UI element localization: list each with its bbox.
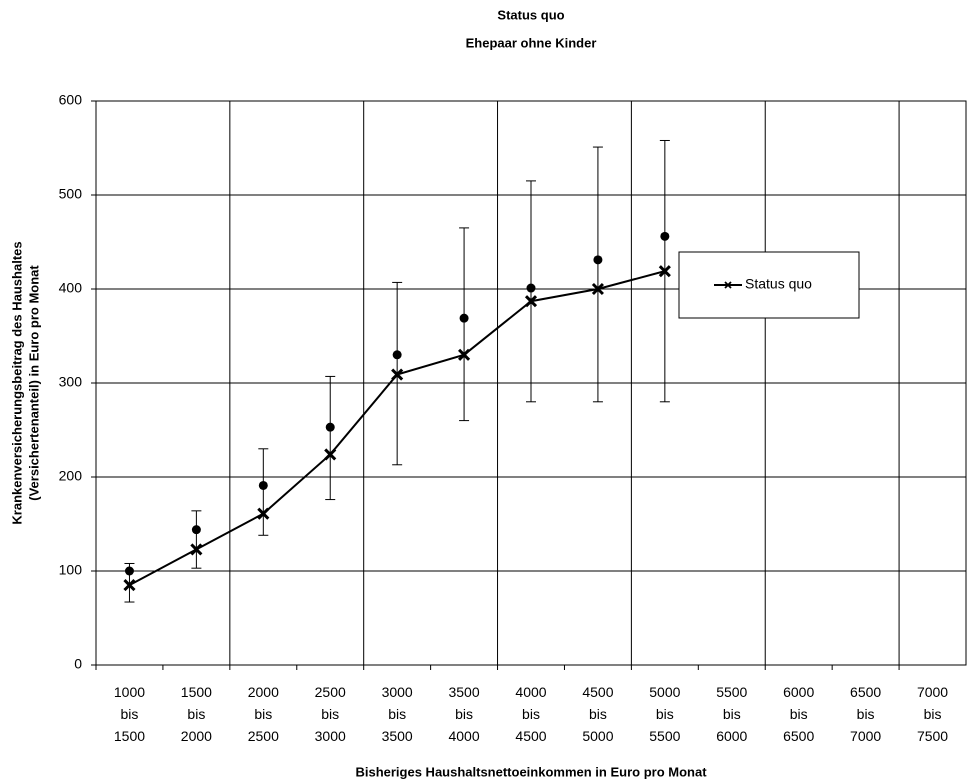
marker-stroke	[190, 543, 203, 556]
x-tick-label: 3500 bis 4000	[448, 684, 480, 744]
x-tick-label: 4500 bis 5000	[582, 684, 614, 744]
marker	[190, 543, 203, 556]
marker-stroke	[324, 448, 337, 461]
point	[593, 255, 603, 265]
error-bar	[325, 375, 336, 501]
marker-stroke	[257, 507, 270, 520]
y-tick-label: 200	[59, 468, 83, 484]
x-tick-label: 7000 bis 7500	[916, 684, 949, 744]
y-axis-label: Krankenversicherungsbeitrag des Haushalt…	[9, 241, 24, 524]
point	[325, 422, 335, 432]
x-tick-label: 4000 bis 4500	[515, 684, 547, 744]
marker-stroke	[591, 282, 604, 296]
marker-stroke	[123, 579, 136, 592]
error-bar	[592, 146, 603, 403]
marker-stroke	[391, 368, 404, 381]
marker	[458, 348, 471, 361]
error-bar	[191, 510, 202, 569]
y-axis-label: (Versichertenanteil) in Euro pro Monat	[26, 265, 41, 501]
x-tick-label: 1500 bis 2000	[180, 684, 212, 744]
y-tick-label: 100	[59, 562, 83, 578]
x-axis-label: Bisheriges Haushaltsnettoeinkommen in Eu…	[355, 764, 707, 779]
marker	[658, 265, 671, 278]
marker-stroke	[524, 295, 538, 308]
x-tick-label: 2000 bis 2500	[247, 684, 279, 744]
marker	[724, 281, 732, 289]
x-tick-label: 5000 bis 5500	[649, 684, 681, 744]
point	[124, 566, 134, 576]
y-tick-label: 300	[59, 374, 83, 390]
legend: Status quo	[678, 251, 860, 319]
marker	[324, 448, 337, 461]
x-tick-label: 6500 bis 7000	[850, 684, 882, 744]
marker-stroke	[724, 281, 732, 289]
marker	[591, 282, 604, 296]
marker	[391, 368, 404, 381]
x-tick-label: 5500 bis 6000	[716, 684, 748, 744]
point	[191, 525, 201, 535]
marker	[524, 295, 538, 308]
point	[392, 350, 402, 360]
y-tick-label: 600	[59, 92, 83, 108]
point	[258, 480, 268, 490]
x-tick-label: 2500 bis 3000	[314, 684, 346, 744]
chart-title: Status quo	[497, 7, 564, 22]
point	[526, 283, 536, 293]
x-tick-label: 3000 bis 3500	[381, 684, 413, 744]
x-tick-label: 1000 bis 1500	[113, 684, 146, 744]
marker-stroke	[658, 265, 671, 278]
y-tick-label: 400	[59, 280, 83, 296]
plot-frame	[95, 100, 967, 666]
marker-stroke	[458, 348, 471, 361]
error-bar	[459, 227, 470, 422]
chart-subtitle: Ehepaar ohne Kinder	[466, 35, 597, 50]
point	[459, 313, 469, 323]
marker	[123, 579, 136, 592]
point	[660, 231, 670, 241]
y-tick-label: 0	[74, 656, 82, 672]
legend-box	[678, 251, 860, 319]
error-bar	[258, 448, 269, 536]
legend-label: Status quo	[745, 276, 812, 292]
x-tick-label: 6000 bis 6500	[783, 684, 815, 744]
marker	[257, 507, 270, 520]
y-tick-label: 500	[59, 186, 83, 202]
